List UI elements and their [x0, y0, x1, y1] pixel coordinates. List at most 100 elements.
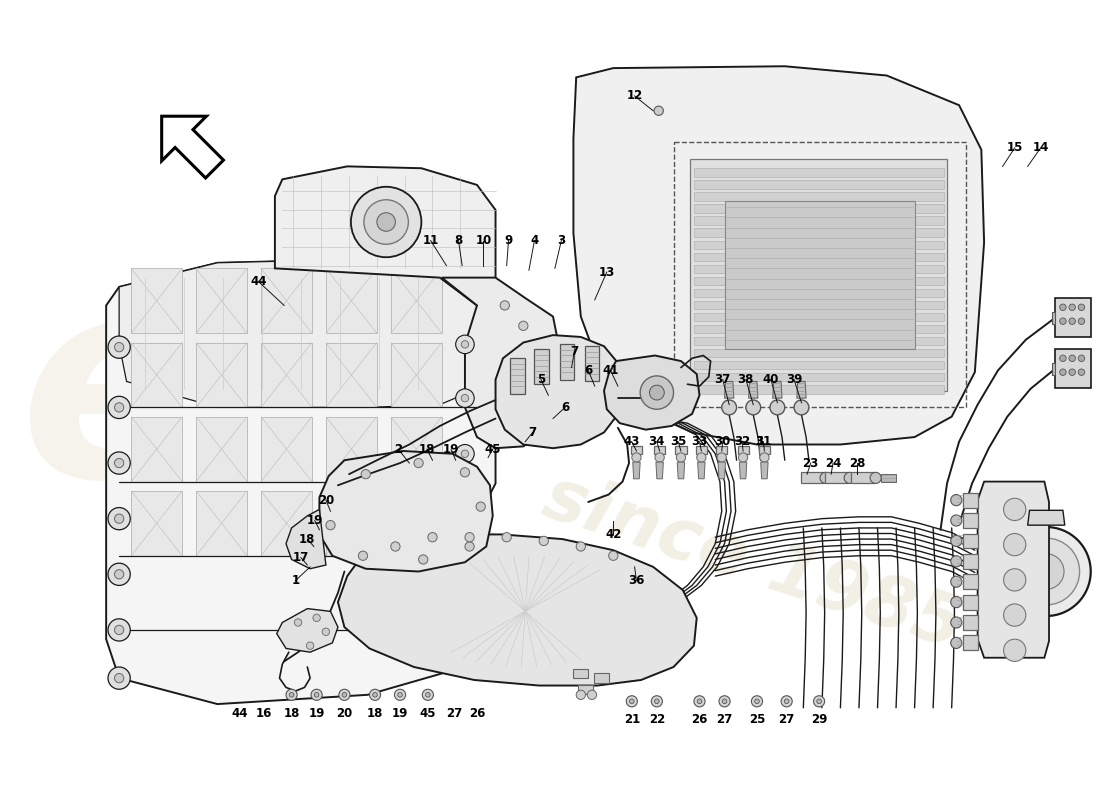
Text: 45: 45 — [484, 442, 500, 456]
Polygon shape — [716, 446, 727, 454]
Circle shape — [738, 453, 748, 462]
Polygon shape — [131, 417, 183, 482]
Circle shape — [722, 400, 737, 415]
Polygon shape — [694, 241, 944, 249]
Circle shape — [696, 453, 706, 462]
Circle shape — [419, 555, 428, 564]
Circle shape — [654, 453, 664, 462]
Polygon shape — [962, 513, 978, 528]
Polygon shape — [535, 349, 549, 384]
Circle shape — [1028, 554, 1064, 590]
Circle shape — [608, 551, 618, 560]
Circle shape — [1069, 304, 1076, 310]
Circle shape — [626, 696, 637, 707]
Circle shape — [114, 458, 124, 468]
Polygon shape — [694, 337, 944, 346]
Circle shape — [455, 335, 474, 354]
Circle shape — [426, 693, 430, 697]
Text: 42: 42 — [605, 528, 621, 541]
Polygon shape — [694, 277, 944, 285]
Circle shape — [870, 472, 881, 483]
Polygon shape — [326, 342, 377, 407]
Polygon shape — [286, 510, 326, 569]
Circle shape — [108, 396, 130, 418]
Polygon shape — [560, 344, 574, 380]
Polygon shape — [855, 474, 870, 482]
Text: 26: 26 — [469, 707, 485, 720]
Polygon shape — [796, 382, 806, 398]
Circle shape — [114, 570, 124, 579]
Polygon shape — [801, 472, 824, 483]
Text: 6: 6 — [561, 401, 569, 414]
Polygon shape — [832, 474, 846, 482]
Circle shape — [461, 562, 469, 569]
Polygon shape — [725, 382, 734, 398]
Circle shape — [1069, 355, 1076, 362]
Text: 27: 27 — [446, 707, 462, 720]
Polygon shape — [694, 361, 944, 370]
Text: 24: 24 — [825, 457, 842, 470]
Polygon shape — [694, 192, 944, 201]
Circle shape — [108, 667, 130, 690]
Circle shape — [398, 693, 403, 697]
Text: 18: 18 — [366, 707, 383, 720]
Polygon shape — [962, 594, 978, 610]
Text: 43: 43 — [624, 435, 640, 448]
Text: 7: 7 — [529, 426, 537, 439]
Polygon shape — [978, 482, 1049, 658]
Circle shape — [1013, 538, 1079, 605]
Polygon shape — [739, 462, 747, 479]
Circle shape — [108, 618, 130, 641]
Polygon shape — [573, 669, 588, 678]
Circle shape — [640, 376, 673, 410]
Polygon shape — [119, 259, 477, 407]
Text: 30: 30 — [715, 435, 730, 448]
Polygon shape — [495, 335, 619, 448]
Circle shape — [723, 699, 727, 704]
Circle shape — [455, 609, 474, 627]
Polygon shape — [962, 635, 978, 650]
Text: 3: 3 — [558, 234, 565, 247]
Polygon shape — [694, 385, 944, 394]
Polygon shape — [697, 462, 705, 479]
Polygon shape — [277, 609, 338, 652]
Circle shape — [414, 458, 424, 468]
Polygon shape — [632, 462, 640, 479]
Circle shape — [286, 690, 297, 700]
Circle shape — [1003, 604, 1026, 626]
Circle shape — [1059, 318, 1066, 325]
Polygon shape — [694, 217, 944, 225]
Text: 27: 27 — [779, 714, 795, 726]
Circle shape — [295, 618, 301, 626]
Circle shape — [519, 321, 528, 330]
Circle shape — [455, 389, 474, 407]
Polygon shape — [162, 116, 223, 178]
Circle shape — [784, 699, 789, 704]
Polygon shape — [390, 417, 442, 482]
Polygon shape — [656, 462, 663, 479]
Circle shape — [576, 542, 585, 551]
Text: 28: 28 — [849, 457, 866, 470]
Circle shape — [1003, 498, 1026, 521]
Circle shape — [1003, 639, 1026, 662]
Circle shape — [651, 696, 662, 707]
Polygon shape — [1027, 510, 1065, 525]
Text: 41: 41 — [603, 364, 618, 377]
Circle shape — [950, 515, 961, 526]
Polygon shape — [326, 491, 377, 556]
Polygon shape — [881, 474, 896, 482]
Circle shape — [342, 693, 346, 697]
Polygon shape — [275, 166, 495, 306]
Circle shape — [1078, 369, 1085, 375]
Circle shape — [755, 699, 759, 704]
Polygon shape — [725, 201, 914, 349]
Circle shape — [844, 472, 855, 483]
Circle shape — [460, 468, 470, 477]
Text: 9: 9 — [505, 234, 513, 247]
Circle shape — [654, 699, 659, 704]
Circle shape — [587, 690, 596, 699]
Circle shape — [114, 342, 124, 352]
Polygon shape — [1052, 312, 1056, 324]
Text: 21: 21 — [624, 714, 640, 726]
Circle shape — [422, 690, 433, 700]
